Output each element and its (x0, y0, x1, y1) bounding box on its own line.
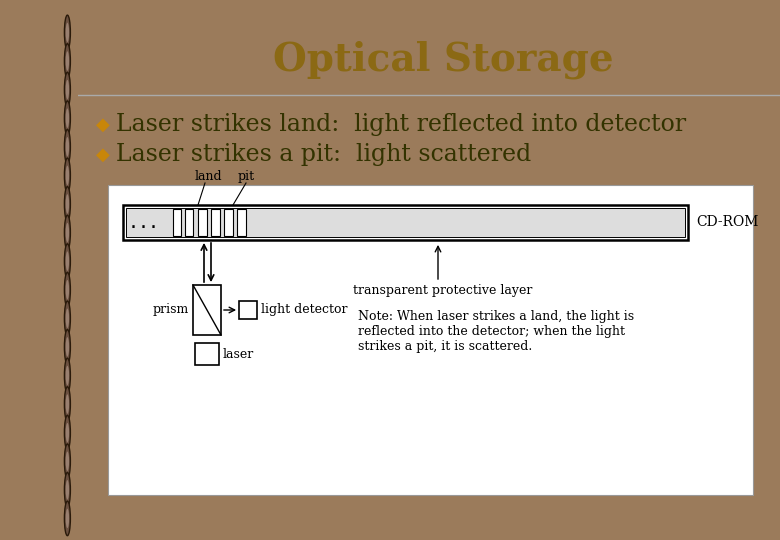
Circle shape (66, 23, 69, 42)
Circle shape (66, 366, 69, 385)
Circle shape (66, 451, 69, 471)
Circle shape (65, 72, 70, 107)
Bar (123, 205, 688, 240)
Bar (195, 343, 219, 365)
Text: .: . (129, 213, 136, 233)
Circle shape (65, 44, 70, 78)
Circle shape (65, 329, 70, 364)
Bar (211, 209, 220, 236)
Circle shape (66, 194, 69, 214)
Text: ◆: ◆ (96, 116, 110, 134)
Text: .: . (140, 213, 147, 233)
Circle shape (66, 337, 69, 356)
Circle shape (65, 444, 70, 478)
Text: CD-ROM: CD-ROM (696, 215, 758, 230)
Text: Note: When laser strikes a land, the light is
reflected into the detector; when : Note: When laser strikes a land, the lig… (358, 310, 634, 353)
Circle shape (66, 394, 69, 414)
Text: Optical Storage: Optical Storage (273, 40, 613, 79)
Text: transparent protective layer: transparent protective layer (353, 284, 533, 297)
Text: prism: prism (153, 303, 189, 316)
Text: ◆: ◆ (96, 146, 110, 164)
Circle shape (65, 101, 70, 136)
Circle shape (66, 166, 69, 185)
Circle shape (66, 252, 69, 271)
Circle shape (66, 109, 69, 128)
Bar (239, 301, 257, 319)
Circle shape (65, 215, 70, 250)
Circle shape (65, 15, 70, 50)
Circle shape (65, 472, 70, 507)
Circle shape (65, 158, 70, 193)
Circle shape (66, 509, 69, 528)
Circle shape (65, 244, 70, 279)
Bar (185, 209, 193, 236)
Bar (193, 285, 221, 335)
Circle shape (66, 480, 69, 500)
Circle shape (65, 130, 70, 164)
Text: pit: pit (237, 170, 254, 183)
Text: Laser strikes land:  light reflected into detector: Laser strikes land: light reflected into… (116, 113, 686, 137)
Circle shape (66, 223, 69, 242)
Circle shape (65, 387, 70, 421)
Bar (237, 209, 246, 236)
Text: light detector: light detector (261, 303, 348, 316)
Circle shape (66, 51, 69, 71)
Text: laser: laser (223, 348, 254, 361)
Circle shape (66, 137, 69, 157)
Circle shape (65, 272, 70, 307)
Circle shape (65, 301, 70, 335)
Bar (173, 209, 181, 236)
Bar (108, 185, 753, 495)
Circle shape (65, 358, 70, 393)
Bar (224, 209, 233, 236)
Circle shape (66, 308, 69, 328)
Text: land: land (194, 170, 222, 183)
Text: Laser strikes a pit:  light scattered: Laser strikes a pit: light scattered (116, 144, 531, 166)
Circle shape (65, 187, 70, 221)
Bar (126, 208, 685, 237)
Circle shape (66, 80, 69, 99)
Circle shape (66, 280, 69, 299)
Circle shape (66, 423, 69, 442)
Circle shape (65, 501, 70, 536)
Circle shape (65, 415, 70, 450)
Bar (198, 209, 207, 236)
Bar (126, 208, 685, 237)
Text: .: . (150, 213, 157, 233)
